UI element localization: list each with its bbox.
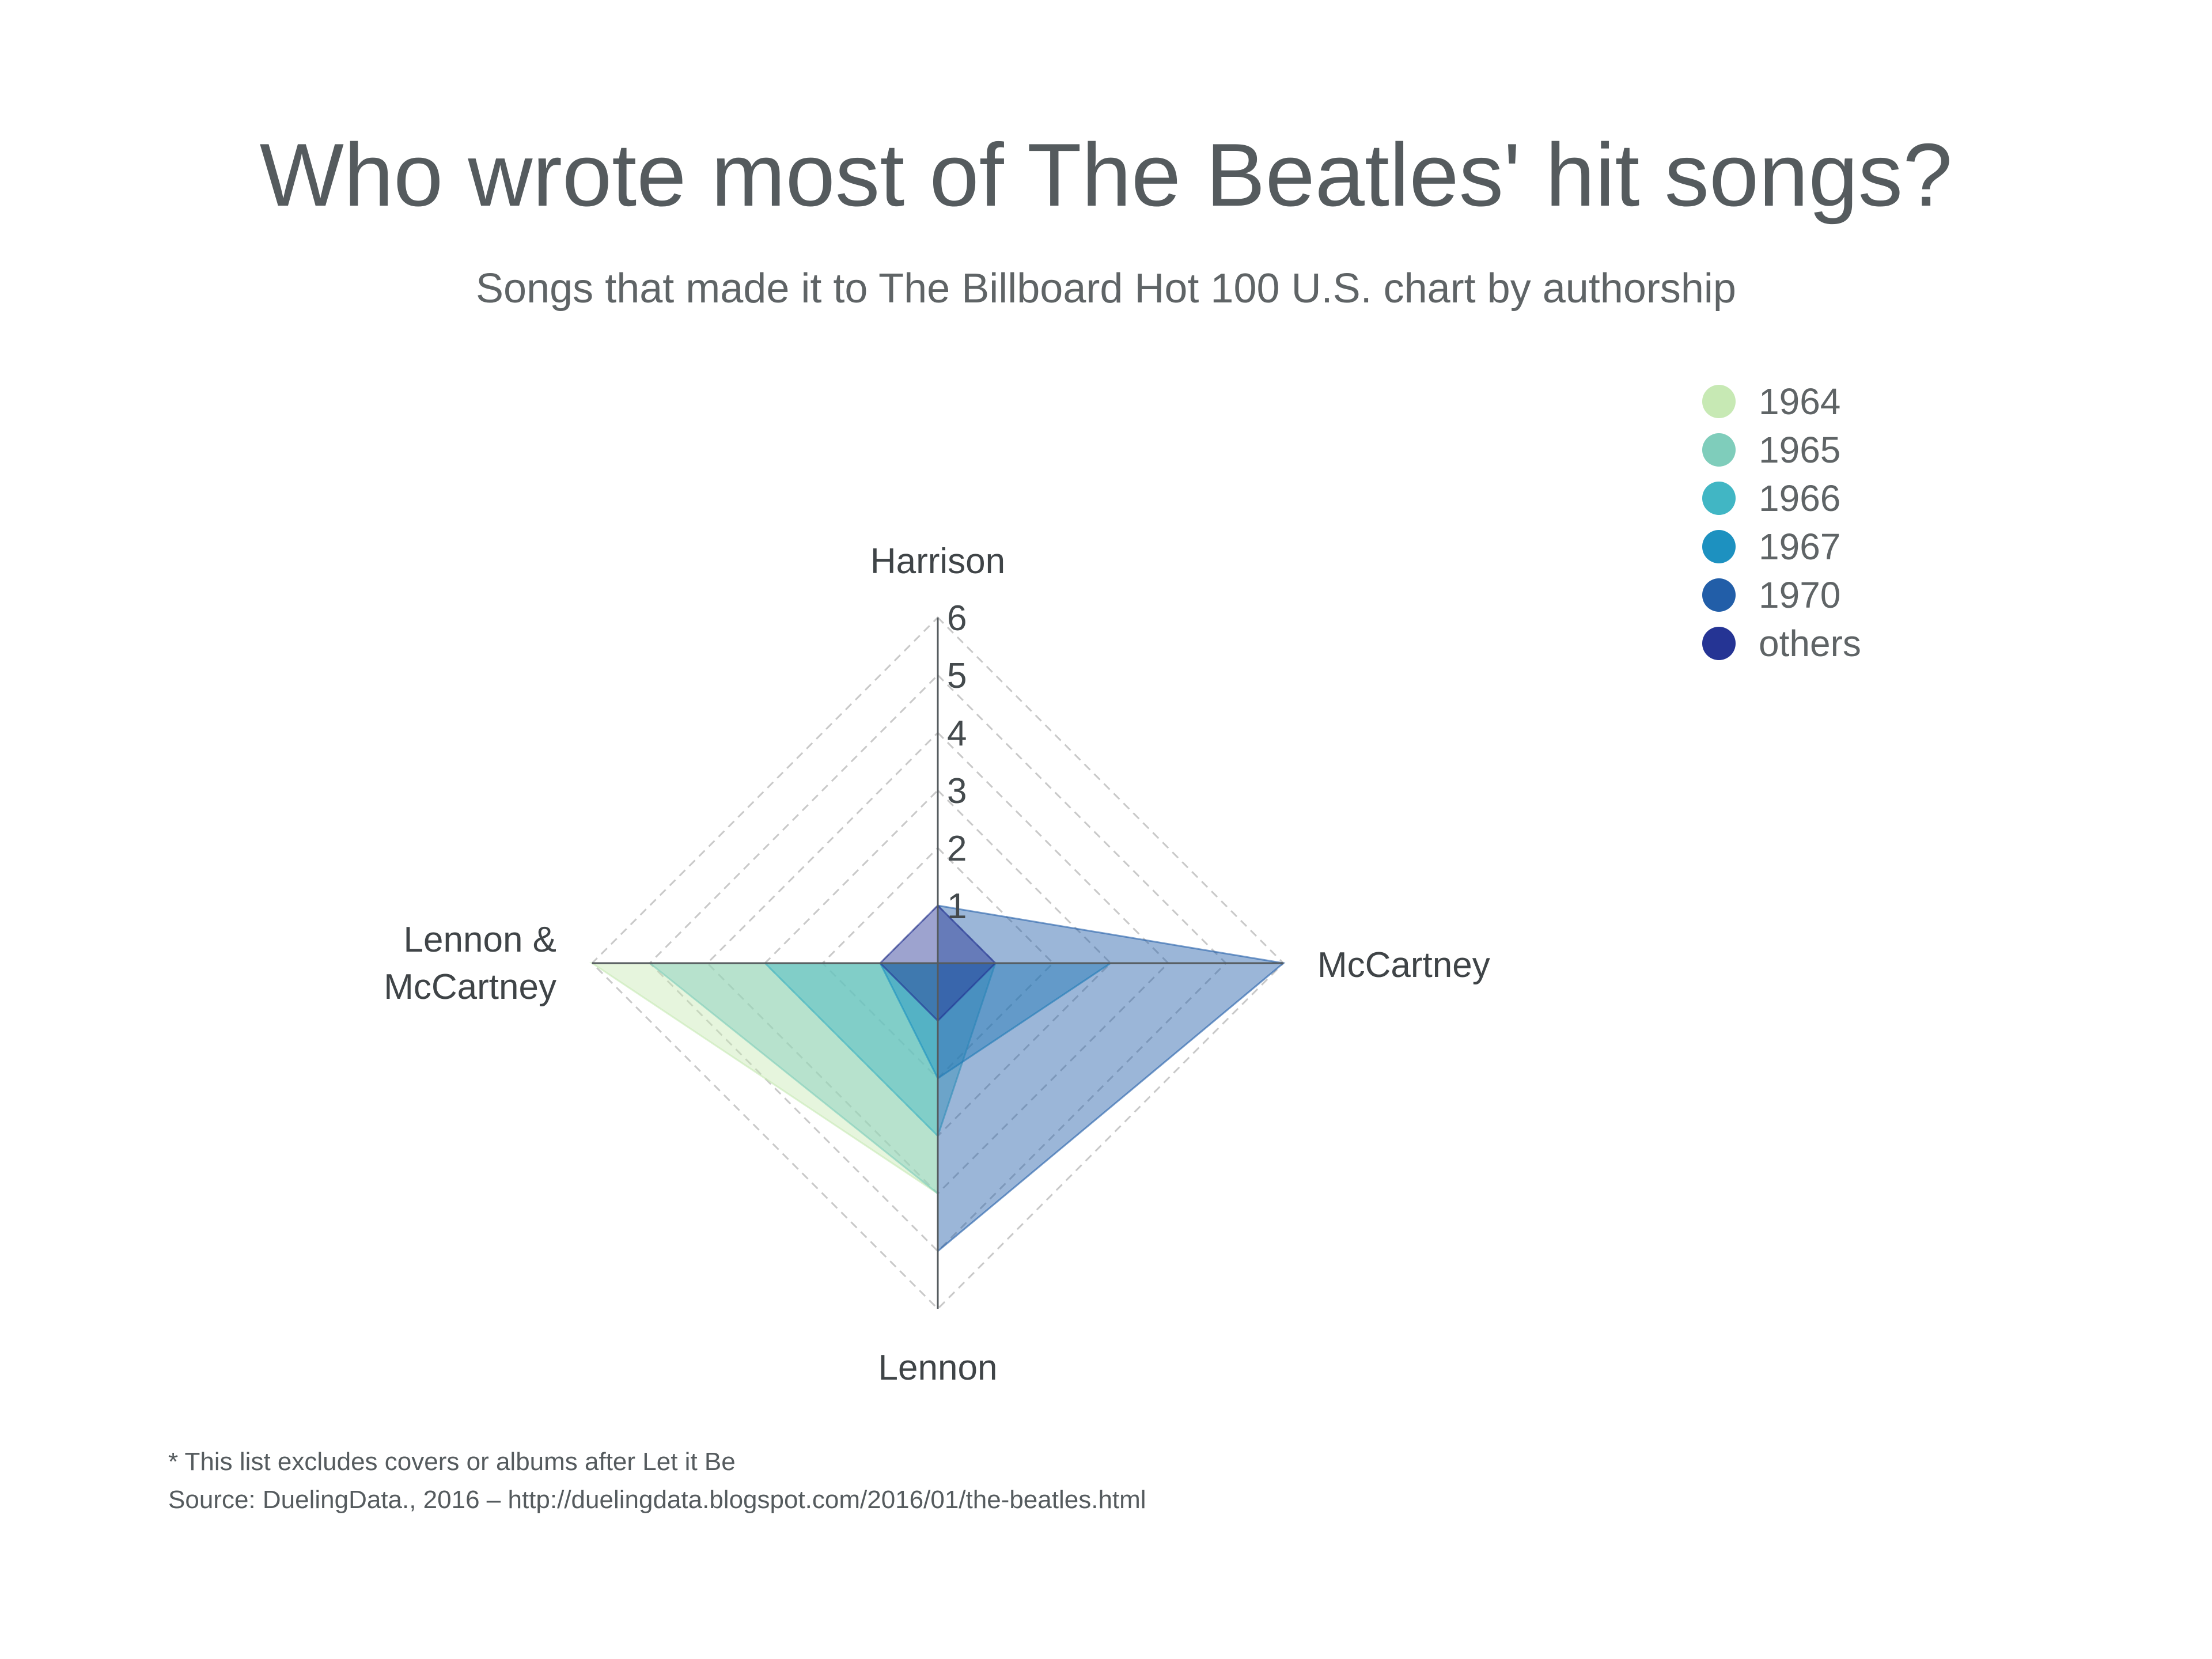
legend-label: 1967 <box>1759 526 1841 567</box>
tick-label-4: 4 <box>947 714 967 753</box>
chart-subtitle: Songs that made it to The Billboard Hot … <box>476 266 1736 312</box>
tick-label-5: 5 <box>947 656 967 696</box>
legend-label: 1965 <box>1759 429 1841 471</box>
legend-swatch <box>1702 627 1736 660</box>
footnote-note: * This list excludes covers or albums af… <box>168 1448 736 1476</box>
axis-label-lennon_mccartney: Lennon & McCartney <box>384 920 556 1007</box>
legend-swatch <box>1702 433 1736 467</box>
legend-item-1970[interactable]: 1970 <box>1702 571 1861 619</box>
radar-labels: 1 2 3 4 5 6 Harrison McCartney Lennon Lennon & McC… <box>384 541 1490 1388</box>
legend-label: 1970 <box>1759 574 1841 616</box>
tick-label-3: 3 <box>947 771 967 811</box>
axis-label-harrison: Harrison <box>870 541 1005 581</box>
tick-label-6: 6 <box>947 599 967 638</box>
legend-swatch <box>1702 530 1736 563</box>
footnote-source: Source: DuelingData., 2016 – http://duel… <box>168 1486 1146 1514</box>
legend-label: others <box>1759 623 1861 664</box>
grid-ring-5 <box>648 673 1228 1253</box>
legend-swatch <box>1702 385 1736 418</box>
legend-item-1964[interactable]: 1964 <box>1702 377 1861 426</box>
tick-label-1: 1 <box>947 887 967 926</box>
axis-label-lennon: Lennon <box>878 1348 998 1388</box>
legend-swatch <box>1702 482 1736 515</box>
grid-ring-6 <box>590 616 1285 1310</box>
radar-axes <box>592 618 1283 1309</box>
legend-swatch <box>1702 578 1736 612</box>
legend-item-1966[interactable]: 1966 <box>1702 474 1861 522</box>
tick-label-2: 2 <box>947 829 967 869</box>
legend-label: 1966 <box>1759 478 1841 519</box>
chart-legend: 1964 1965 1966 1967 1970 others <box>1702 377 1861 668</box>
chart-title: Who wrote most of The Beatles' hit songs… <box>259 125 1953 225</box>
legend-item-others[interactable]: others <box>1702 619 1861 668</box>
axis-label-mccartney: McCartney <box>1317 945 1490 985</box>
legend-item-1965[interactable]: 1965 <box>1702 426 1861 474</box>
footnote: * This list excludes covers or albums af… <box>168 1443 1146 1519</box>
legend-item-1967[interactable]: 1967 <box>1702 522 1861 571</box>
legend-label: 1964 <box>1759 381 1841 422</box>
